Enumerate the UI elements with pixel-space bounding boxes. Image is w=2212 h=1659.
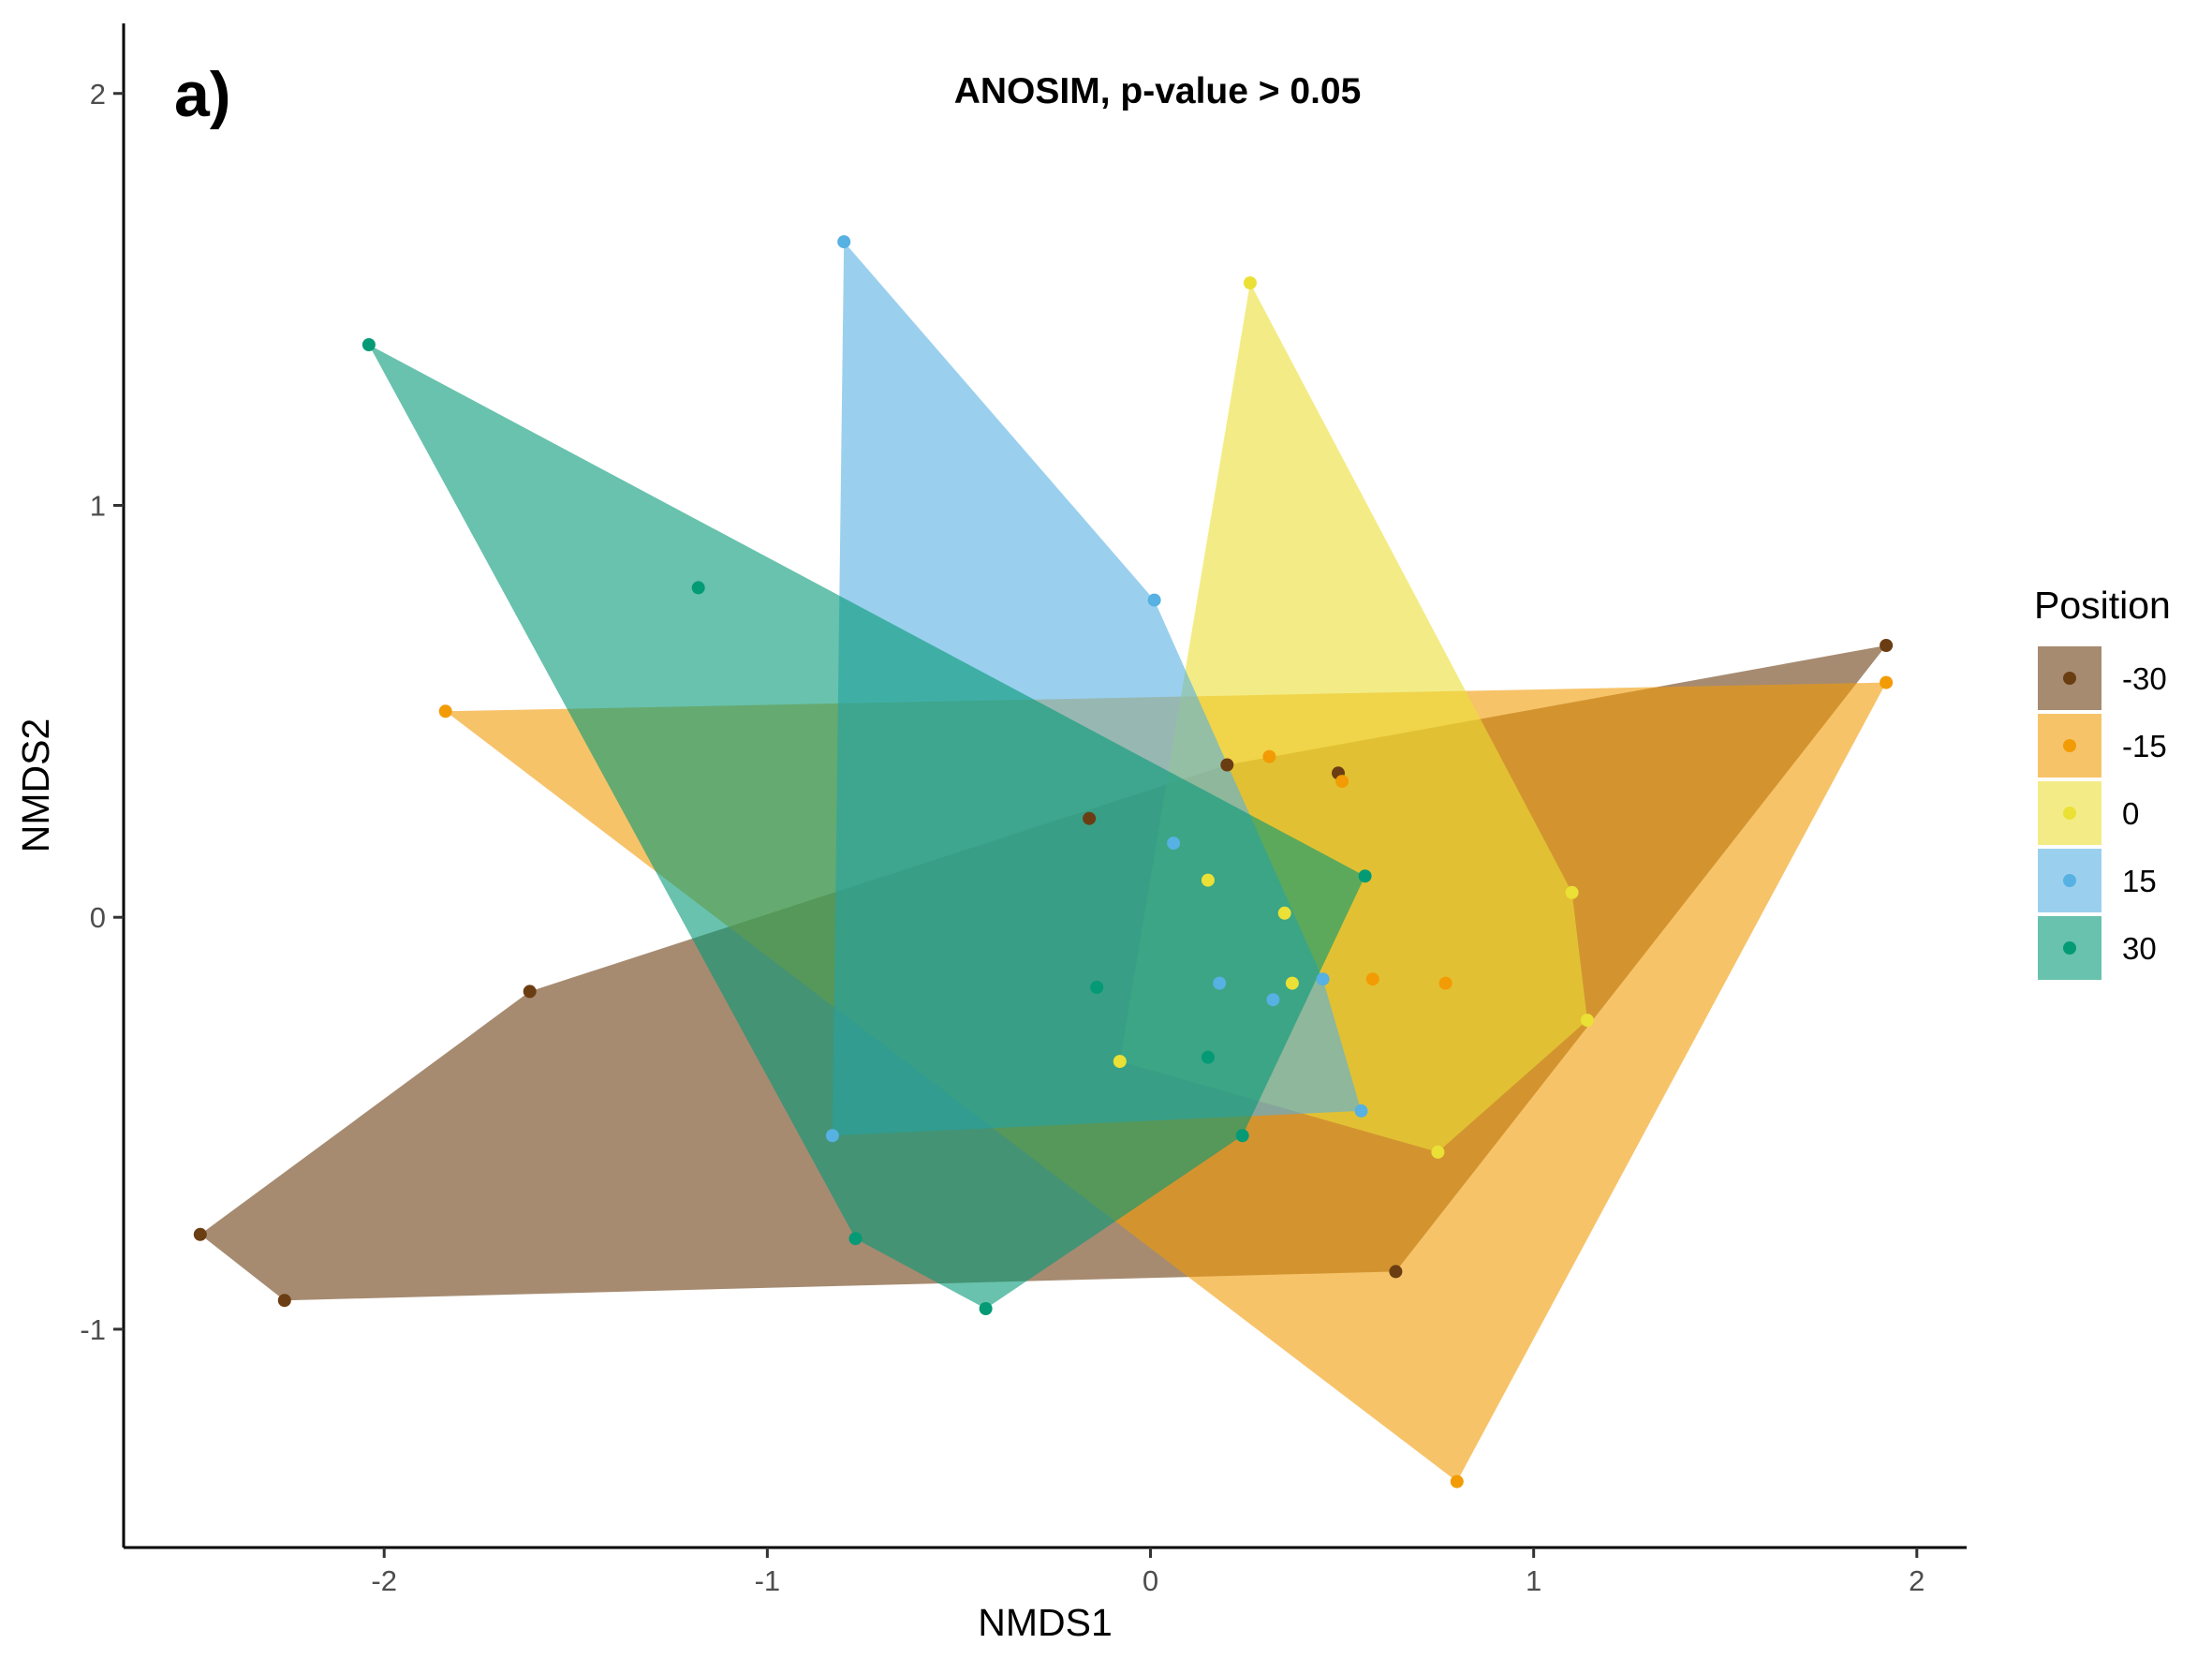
legend-key-point [2063, 874, 2076, 887]
x-axis-title: NMDS1 [978, 1601, 1113, 1644]
data-point [1235, 1129, 1249, 1143]
data-point [1220, 758, 1234, 772]
x-tick-label: -1 [755, 1564, 781, 1597]
y-tick-label: 0 [90, 901, 106, 934]
data-point [1880, 675, 1894, 689]
data-point [1262, 749, 1276, 763]
x-tick-label: -2 [371, 1564, 397, 1597]
axes [122, 23, 1967, 1549]
panel-tag: a) [174, 59, 230, 130]
data-point [1213, 976, 1227, 990]
y-axis-title: NMDS2 [14, 718, 57, 853]
data-point [1565, 885, 1579, 899]
data-points [193, 235, 1894, 1489]
legend-label: 15 [2122, 864, 2157, 898]
legend-label: -30 [2122, 661, 2167, 696]
data-point [1083, 811, 1097, 825]
legend: Position -30 -15 0 15 30 [2034, 584, 2171, 980]
data-point [1277, 906, 1291, 920]
data-point [1389, 1265, 1403, 1279]
y-tick-label: -1 [80, 1313, 106, 1346]
data-point [1450, 1474, 1464, 1489]
data-point [1266, 993, 1280, 1007]
hull-polygon-30 [368, 345, 1365, 1309]
data-point [1285, 976, 1299, 990]
data-point [1438, 976, 1453, 990]
legend-label: 30 [2122, 931, 2157, 966]
data-point [825, 1129, 839, 1143]
legend-key-point [2063, 807, 2076, 820]
data-point [1113, 1055, 1127, 1069]
data-point [277, 1294, 291, 1308]
legend-label: -15 [2122, 729, 2167, 763]
x-axis-ticks: -2 -1 0 1 2 [371, 1548, 1924, 1597]
data-point [1335, 775, 1349, 789]
x-tick-label: 0 [1143, 1564, 1158, 1597]
legend-key-point [2063, 739, 2076, 752]
y-axis-ticks: -1 0 1 2 [80, 78, 124, 1346]
data-point [438, 704, 452, 718]
data-point [1167, 837, 1181, 851]
data-point [1316, 972, 1330, 986]
legend-key-point [2063, 941, 2076, 955]
data-point [1358, 869, 1372, 883]
data-point [1201, 873, 1215, 887]
data-point [1880, 639, 1894, 652]
group-hulls [199, 242, 1887, 1482]
data-point [837, 235, 851, 249]
data-point [1243, 276, 1257, 289]
data-point [1580, 1014, 1594, 1028]
x-tick-label: 2 [1909, 1564, 1924, 1597]
data-point [1090, 981, 1104, 994]
legend-label: 0 [2122, 796, 2139, 831]
data-point [1147, 593, 1161, 607]
y-tick-label: 1 [90, 489, 106, 522]
data-point [1365, 972, 1379, 986]
data-point [1431, 1145, 1445, 1159]
y-tick-label: 2 [90, 78, 106, 111]
legend-title: Position [2034, 584, 2171, 627]
chart-title: ANOSIM, p-value > 0.05 [954, 71, 1362, 111]
data-point [1354, 1104, 1368, 1118]
data-point [1201, 1050, 1215, 1064]
legend-key-point [2063, 672, 2076, 685]
data-point [979, 1302, 993, 1315]
data-point [691, 581, 705, 595]
data-point [523, 985, 537, 999]
x-tick-label: 1 [1526, 1564, 1541, 1597]
data-point [848, 1232, 863, 1246]
data-point [193, 1227, 207, 1241]
data-point [361, 338, 376, 351]
